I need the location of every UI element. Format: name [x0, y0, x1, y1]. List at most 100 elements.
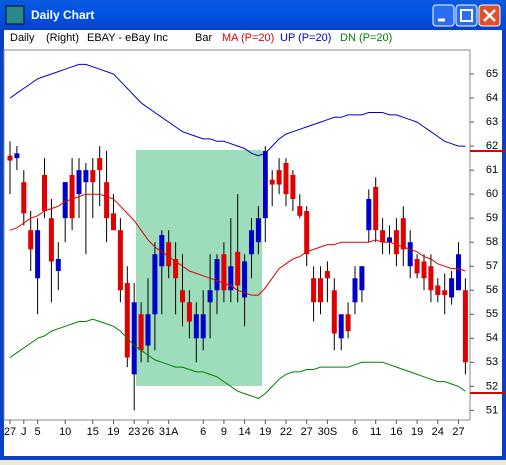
x-tick-label: 19 — [259, 426, 271, 438]
y-tick-label: 56 — [486, 284, 498, 296]
x-tick-label: 27 — [452, 426, 464, 438]
y-tick-label: 65 — [486, 68, 498, 80]
candle-body — [62, 182, 68, 219]
y-tick-label: 51 — [486, 404, 498, 416]
candle-body — [69, 174, 75, 219]
candle-body — [7, 155, 13, 161]
candle-body — [393, 230, 399, 255]
candle-body — [193, 314, 199, 339]
candle-body — [456, 254, 461, 291]
y-tick-label: 52 — [486, 380, 498, 392]
candle-body — [214, 259, 220, 291]
y-tick-label: 59 — [486, 212, 498, 224]
candle-body — [297, 206, 303, 216]
candle-body — [124, 283, 130, 358]
candle-body — [338, 314, 344, 339]
candle-body — [28, 230, 34, 250]
line-series — [9, 63, 466, 157]
x-tick-label: 15 — [87, 426, 99, 438]
x-tick-label: J — [21, 426, 27, 438]
candle-body — [166, 242, 172, 267]
candle-body — [235, 251, 241, 286]
candle-body — [159, 235, 165, 267]
line-series — [9, 318, 466, 399]
title-bar — [0, 0, 506, 30]
maximize-button[interactable] — [455, 4, 478, 27]
y-tick-label: 53 — [486, 356, 498, 368]
legend-entry: MA (P=20) — [222, 32, 274, 44]
candle-body — [138, 314, 144, 351]
candle-body — [283, 162, 289, 195]
x-tick-label: 31A — [159, 426, 179, 438]
candle-body — [262, 150, 268, 219]
x-tick-label: 27 — [301, 426, 313, 438]
minimize-button[interactable] — [432, 4, 455, 27]
candle-body — [324, 271, 330, 279]
y-tick-label: 63 — [486, 116, 498, 128]
candle-body — [345, 314, 351, 332]
maximize-icon — [460, 9, 473, 22]
window-title: Daily Chart — [31, 8, 94, 22]
candle-body — [366, 198, 372, 231]
candle-body — [331, 290, 337, 334]
candle-body — [55, 259, 61, 272]
candle-body — [48, 218, 54, 262]
candle-body — [21, 182, 27, 214]
y-tick-label: 61 — [486, 164, 498, 176]
candle-body — [414, 259, 420, 274]
candle-body — [117, 230, 123, 291]
x-tick-label: 30S — [318, 426, 338, 438]
candle-body — [373, 186, 379, 231]
candle-body — [152, 254, 158, 315]
axis-side: (Right) — [46, 32, 79, 44]
candle-body — [200, 314, 206, 339]
candle-body — [145, 314, 151, 346]
candle-body — [228, 266, 234, 291]
x-tick-label: 24 — [432, 426, 444, 438]
candle-body — [97, 158, 103, 171]
close-icon — [483, 9, 496, 22]
x-tick-label: 9 — [221, 426, 227, 438]
y-tick-label: 64 — [486, 92, 498, 104]
candle-body — [318, 278, 323, 303]
candle-body — [173, 259, 179, 279]
period: Daily — [10, 32, 35, 44]
candle-body — [207, 290, 213, 303]
candle-body — [42, 174, 47, 211]
candle-body — [221, 254, 227, 291]
candle-body — [421, 261, 427, 279]
candle-body — [442, 290, 448, 296]
candle-body — [35, 230, 41, 279]
x-tick-label: 5 — [35, 426, 41, 438]
x-tick-label: 11 — [370, 426, 381, 438]
x-tick-label: 6 — [352, 426, 358, 438]
symbol: EBAY - eBay Inc — [87, 32, 168, 44]
y-tick-label: 62 — [486, 140, 498, 152]
x-tick-label: 19 — [411, 426, 423, 438]
candle-body — [462, 290, 468, 363]
candle-body — [104, 182, 110, 219]
y-tick-label: 55 — [486, 308, 498, 320]
candle-body — [387, 237, 392, 243]
x-tick-label: 6 — [200, 426, 206, 438]
x-tick-label: 14 — [238, 426, 250, 438]
candle-body — [352, 278, 358, 303]
candle-body — [255, 218, 261, 243]
candle-body — [428, 266, 434, 291]
x-tick-label: 16 — [390, 426, 402, 438]
candle-body — [359, 266, 365, 291]
y-tick-label: 58 — [486, 236, 498, 248]
legend-candles: Bar — [195, 32, 212, 44]
candle-body — [449, 278, 455, 298]
candle-body — [435, 285, 441, 296]
y-tick-label: 57 — [486, 260, 498, 272]
candle-body — [131, 302, 137, 375]
x-tick-label: 23 — [128, 426, 140, 438]
candle-body — [180, 290, 185, 303]
candle-body — [249, 230, 254, 255]
candle-body — [76, 170, 82, 195]
line-series — [9, 193, 466, 296]
candle-body — [111, 213, 116, 231]
candle-body — [14, 153, 20, 159]
